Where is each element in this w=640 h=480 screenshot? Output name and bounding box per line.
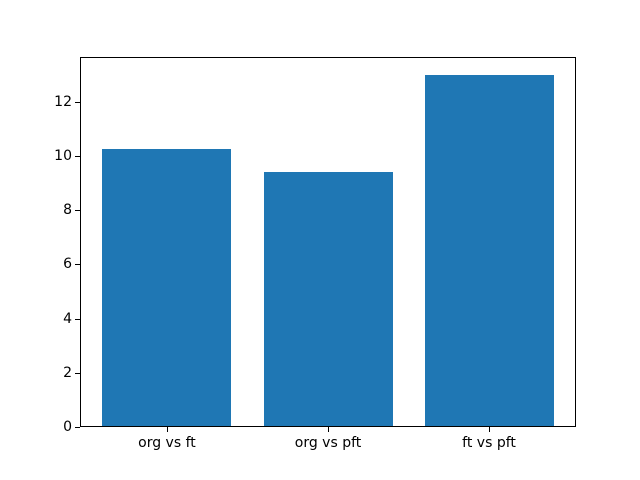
bar-ft-vs-pft: [424, 74, 554, 427]
plot-area: [80, 57, 576, 427]
bar-org-vs-ft: [102, 149, 232, 427]
bar-org-vs-pft: [263, 172, 393, 427]
